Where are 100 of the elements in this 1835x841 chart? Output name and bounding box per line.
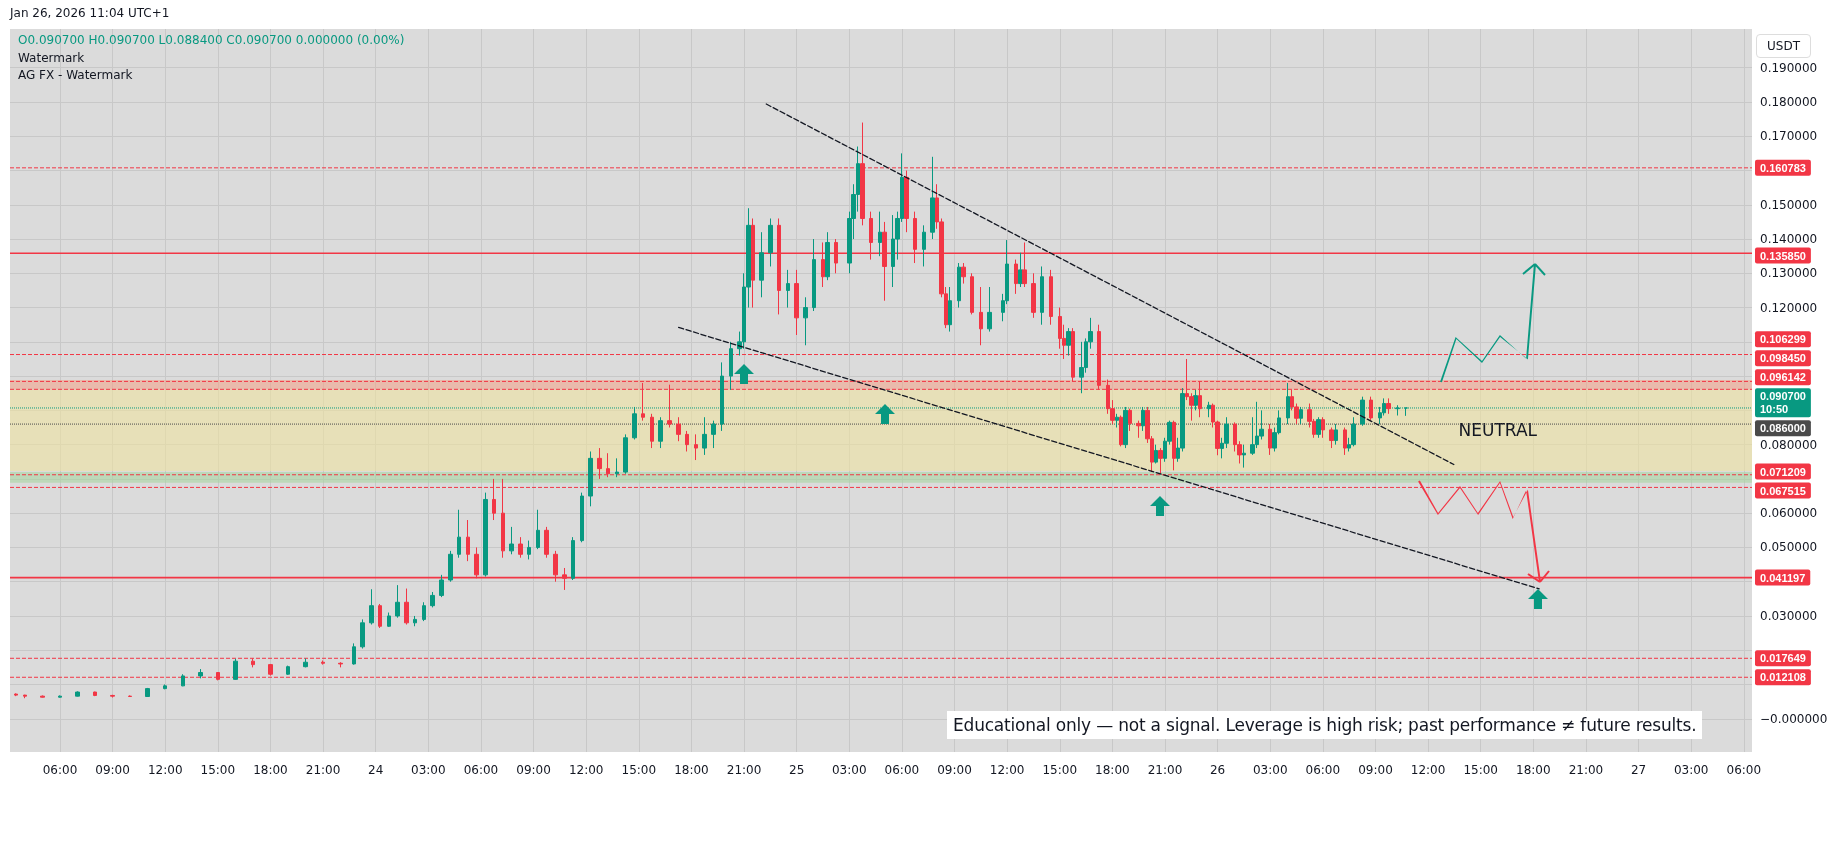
y-tick-label: 0.170000 bbox=[1760, 129, 1818, 144]
ref-line-label: 0.067515 bbox=[1760, 484, 1806, 497]
x-tick-label: 21:00 bbox=[1568, 763, 1604, 777]
y-tick-label: 0.130000 bbox=[1760, 266, 1818, 281]
ref-line-label: 0.041197 bbox=[1760, 571, 1806, 584]
x-tick-label: 15:00 bbox=[1463, 763, 1499, 777]
y-tick-label: 0.190000 bbox=[1760, 60, 1818, 75]
x-tick-label: 12:00 bbox=[989, 763, 1025, 777]
candlestick bbox=[904, 170, 909, 233]
y-axis-title: USDT bbox=[1756, 34, 1811, 58]
x-tick-label: 06:00 bbox=[463, 763, 499, 777]
y-tick-label: −0.000000 bbox=[1760, 711, 1828, 726]
candlestick bbox=[1049, 269, 1053, 326]
y-tick-label: 0.180000 bbox=[1760, 94, 1818, 109]
candlestick bbox=[1268, 423, 1272, 456]
candlestick bbox=[303, 657, 308, 668]
candlestick bbox=[387, 612, 391, 628]
candlestick bbox=[930, 156, 935, 240]
x-tick-label: 12:00 bbox=[147, 763, 183, 777]
candlestick bbox=[878, 211, 882, 257]
x-tick-label: 25 bbox=[789, 763, 805, 777]
candlestick bbox=[1172, 420, 1176, 471]
candlestick bbox=[509, 526, 514, 555]
y-tick-label: 0.120000 bbox=[1760, 300, 1818, 315]
candlestick bbox=[404, 588, 409, 626]
annotation: Watermark bbox=[18, 51, 85, 65]
candlestick bbox=[658, 416, 663, 449]
y-tick-label: 0.080000 bbox=[1760, 437, 1818, 452]
x-tick-label: 09:00 bbox=[516, 763, 551, 777]
candlestick bbox=[1316, 416, 1321, 439]
candlestick bbox=[360, 618, 365, 650]
x-tick-label: 24 bbox=[368, 763, 384, 777]
candlestick bbox=[93, 691, 97, 697]
candlestick bbox=[518, 536, 523, 559]
band-label: NEUTRAL bbox=[1458, 420, 1538, 441]
candlestick bbox=[685, 430, 689, 452]
candlestick bbox=[1119, 415, 1123, 447]
candlestick bbox=[957, 262, 961, 309]
candlestick bbox=[711, 420, 716, 449]
x-tick-label: 26 bbox=[1209, 763, 1226, 777]
ref-line-label: 0.017649 bbox=[1760, 652, 1806, 665]
candlestick bbox=[1136, 420, 1141, 439]
candlestick bbox=[448, 550, 453, 583]
candlestick bbox=[961, 262, 966, 285]
candlestick bbox=[729, 341, 733, 391]
y-tick-label: 0.030000 bbox=[1760, 608, 1818, 623]
candlestick bbox=[1386, 397, 1391, 415]
x-tick-label: 06:00 bbox=[1726, 763, 1762, 777]
candlestick bbox=[794, 269, 799, 336]
candlestick bbox=[466, 519, 470, 562]
candlestick bbox=[1158, 447, 1163, 475]
x-tick-label: 06:00 bbox=[1305, 763, 1341, 777]
x-tick-label: 27 bbox=[1630, 763, 1647, 777]
candlestick bbox=[1115, 413, 1119, 429]
candlestick bbox=[23, 694, 27, 699]
candlestick bbox=[702, 416, 707, 456]
x-tick-label: 18:00 bbox=[253, 763, 288, 777]
candlestick bbox=[181, 673, 185, 687]
x-tick-label: 15:00 bbox=[200, 763, 236, 777]
ref-line-label: 0.098450 bbox=[1760, 352, 1806, 365]
x-tick-label: 06:00 bbox=[42, 763, 78, 777]
x-tick-label: 15:00 bbox=[1042, 763, 1078, 777]
candlestick bbox=[1040, 265, 1044, 326]
ref-line-label: 0.106299 bbox=[1760, 333, 1806, 346]
x-tick-label: 09:00 bbox=[937, 763, 972, 777]
x-tick-label: 12:00 bbox=[568, 763, 604, 777]
x-tick-label: 15:00 bbox=[621, 763, 657, 777]
candlestick bbox=[457, 509, 461, 559]
candlestick bbox=[615, 457, 619, 478]
candlestick bbox=[163, 684, 167, 690]
ref-line-label: 0.096142 bbox=[1760, 371, 1806, 384]
candlestick bbox=[987, 286, 992, 333]
candlestick bbox=[812, 238, 816, 312]
x-tick-label: 09:00 bbox=[95, 763, 130, 777]
candlestick bbox=[110, 694, 115, 699]
ref-line-label: 0.012108 bbox=[1760, 671, 1806, 684]
candlestick bbox=[759, 231, 764, 298]
x-tick-label: 03:00 bbox=[1252, 763, 1288, 777]
ref-line-label: 0.160783 bbox=[1760, 161, 1806, 174]
annotation: AG FX - Watermark bbox=[18, 68, 133, 82]
y-tick-label: 0.150000 bbox=[1760, 197, 1818, 212]
ref-line-label: 0.090700 10:50 bbox=[1760, 390, 1806, 416]
candlestick bbox=[536, 509, 540, 550]
candlestick bbox=[1014, 259, 1018, 295]
candlestick bbox=[145, 687, 150, 698]
candlestick bbox=[694, 433, 698, 461]
y-tick-label: 0.060000 bbox=[1760, 506, 1818, 521]
candlestick bbox=[803, 296, 808, 346]
candlestick bbox=[422, 601, 426, 622]
x-tick-label: 18:00 bbox=[674, 763, 709, 777]
candlestick bbox=[439, 574, 444, 598]
candlestick bbox=[650, 413, 654, 449]
annotation: Educational only — not a signal. Leverage is high risk; past performance ≠ future results. bbox=[947, 711, 1703, 739]
candlestick bbox=[75, 690, 80, 697]
candlestick bbox=[395, 584, 400, 619]
x-tick-label: 18:00 bbox=[1516, 763, 1551, 777]
x-tick-label: 21:00 bbox=[726, 763, 762, 777]
candlestick bbox=[369, 588, 374, 626]
candlestick bbox=[527, 540, 531, 560]
candlestick bbox=[786, 269, 790, 309]
